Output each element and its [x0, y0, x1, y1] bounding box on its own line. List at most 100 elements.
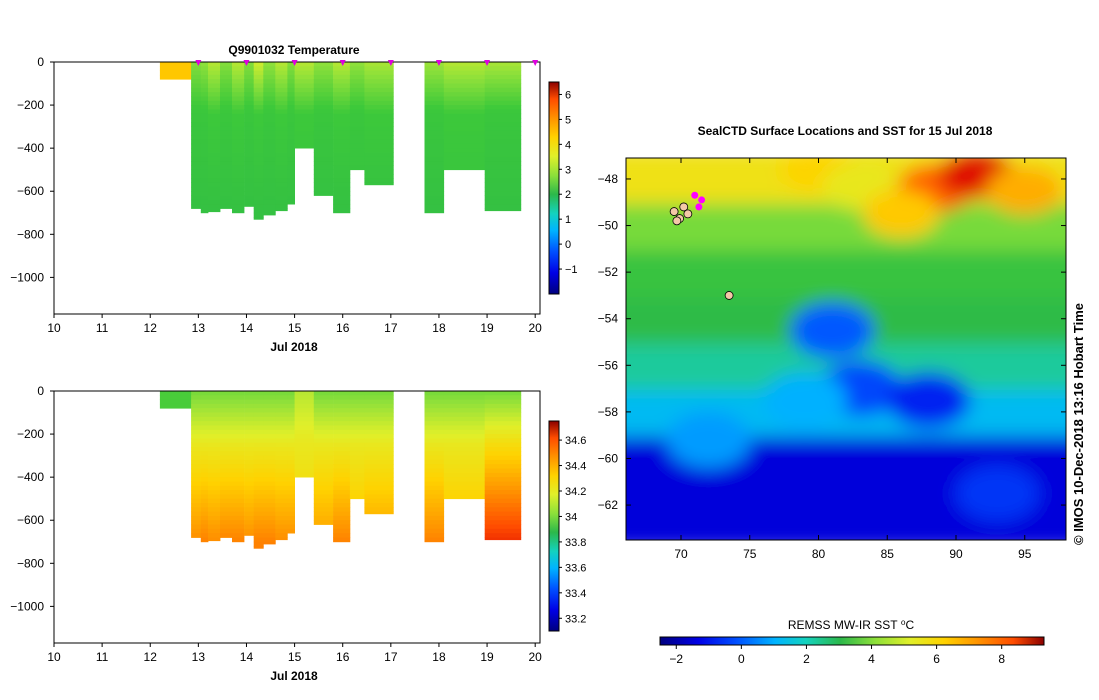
- profile-17-cell: [443, 490, 486, 495]
- profile-13-cell: [333, 408, 351, 413]
- profile-2-cell: [200, 408, 209, 413]
- profile-8-cell: [263, 204, 276, 209]
- profile-5-cell: [232, 477, 245, 482]
- profile-2-cell: [200, 425, 209, 431]
- profile-1-cell: [191, 395, 202, 400]
- profile-9-cell: [275, 425, 288, 431]
- profile-15-cell: [364, 459, 394, 465]
- profile-9-cell: [275, 122, 288, 127]
- profile-1-cell: [191, 515, 202, 521]
- profile-4-cell: [220, 408, 233, 413]
- profile-11-cell: [294, 451, 315, 456]
- profile-5-cell: [232, 79, 245, 84]
- profile-13-cell: [333, 503, 351, 508]
- profile-3-cell: [208, 191, 221, 196]
- profile-2-cell: [200, 438, 209, 444]
- profile-16-cell: [424, 195, 445, 201]
- profile-8-cell: [263, 524, 276, 530]
- profile-marker: [387, 60, 394, 66]
- profile-15-cell: [364, 152, 394, 158]
- profile-8-cell: [263, 126, 276, 132]
- profile-15-cell: [364, 403, 394, 409]
- profile-2-cell: [200, 447, 209, 452]
- profile-9-cell: [275, 191, 288, 196]
- profile-8-cell: [263, 520, 276, 525]
- profile-marker: [195, 60, 202, 66]
- profile-10-cell: [287, 126, 295, 132]
- profile-18-cell: [484, 464, 522, 469]
- profile-15-cell: [364, 74, 394, 80]
- profile-7-cell: [253, 139, 264, 145]
- profile-9-cell: [275, 135, 288, 140]
- profile-6-cell: [244, 186, 255, 192]
- profile-8-cell: [263, 515, 276, 521]
- profile-7-cell: [253, 199, 264, 205]
- profile-3-cell: [208, 83, 221, 89]
- colorbar-tick-label: 34.4: [565, 461, 586, 473]
- profile-8-cell: [263, 195, 276, 201]
- profile-2-cell: [200, 118, 209, 123]
- sst-colorbar-tick-label: −2: [669, 652, 683, 666]
- profile-9-cell: [275, 199, 288, 205]
- profile-14-cell: [349, 468, 365, 474]
- profile-15-cell: [364, 165, 394, 171]
- profile-13-cell: [333, 126, 351, 132]
- profile-4-cell: [220, 195, 233, 201]
- profile-10-cell: [287, 143, 295, 149]
- profile-5-cell: [232, 105, 245, 110]
- profile-15-cell: [364, 92, 394, 97]
- profile-3-cell: [208, 412, 221, 418]
- profile-3-cell: [208, 472, 221, 478]
- profile-2-cell: [200, 524, 209, 530]
- profile-1-cell: [191, 412, 202, 418]
- profile-15-cell: [364, 438, 394, 444]
- profile-marker: [291, 60, 298, 66]
- profile-7-cell: [253, 143, 264, 149]
- profile-1-cell: [191, 100, 202, 106]
- profile-2-cell: [200, 468, 209, 474]
- profile-3-cell: [208, 87, 221, 93]
- profile-16-cell: [424, 182, 445, 188]
- profile-9-cell: [275, 105, 288, 110]
- profile-18-cell: [484, 105, 522, 110]
- profile-13-cell: [333, 83, 351, 89]
- profile-5-cell: [232, 113, 245, 119]
- profile-11-cell: [294, 403, 315, 409]
- profile-15-cell: [364, 87, 394, 93]
- profile-3-cell: [208, 399, 221, 405]
- profile-14-cell: [349, 143, 365, 149]
- colorbar-tick-label: 33.6: [565, 562, 586, 574]
- profile-1-cell: [191, 148, 202, 153]
- profile-12-cell: [313, 494, 334, 500]
- profile-6-cell: [244, 174, 255, 179]
- profile-5-cell: [232, 507, 245, 512]
- profile-13-cell: [333, 92, 351, 97]
- profile-12-cell: [313, 74, 334, 80]
- profile-2-cell: [200, 421, 209, 426]
- sst-colorbar-axis: −2 0 2 4 6 8: [669, 645, 1005, 666]
- profile-13-cell: [333, 511, 351, 517]
- profile-2-cell: [200, 186, 209, 192]
- sst-field: [626, 158, 1066, 540]
- profile-7-cell: [253, 472, 264, 478]
- profile-9-cell: [275, 165, 288, 171]
- profile-8-cell: [263, 186, 276, 192]
- profile-5-cell: [232, 165, 245, 171]
- profile-12-cell: [313, 391, 334, 396]
- profile-13-cell: [333, 152, 351, 158]
- profile-14-cell: [349, 494, 365, 500]
- profile-1-cell: [191, 472, 202, 478]
- profile-7-cell: [253, 152, 264, 158]
- profile-14-cell: [349, 92, 365, 97]
- profile-9-cell: [275, 178, 288, 183]
- profile-2-cell: [200, 87, 209, 93]
- profile-4-cell: [220, 87, 233, 93]
- profile-10-cell: [287, 118, 295, 123]
- profile-13-cell: [333, 537, 351, 543]
- profile-8-cell: [263, 455, 276, 461]
- profile-8-cell: [263, 490, 276, 495]
- salinity-colorbar-fill: [548, 420, 560, 632]
- sst-map-frame: [625, 157, 1067, 541]
- profile-18-cell: [484, 528, 522, 534]
- profile-4-cell: [220, 511, 233, 517]
